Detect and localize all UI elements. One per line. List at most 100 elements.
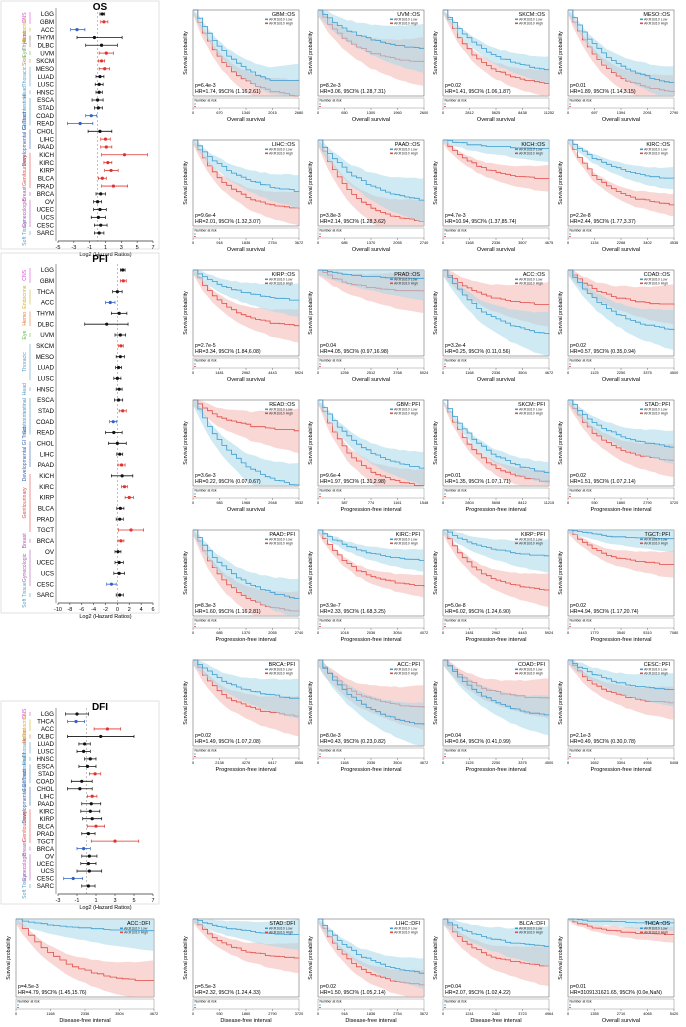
legend-swatch-low — [265, 408, 268, 411]
legend-high: AKR1B10 High — [644, 412, 668, 416]
row-label: STAD — [38, 408, 55, 415]
row-label: HNSC — [36, 89, 54, 96]
km-x-tick-label: 1168 — [465, 371, 473, 375]
x-tick-label: -10 — [54, 607, 62, 613]
row-label: BLCA — [38, 175, 55, 182]
legend-low: AKR1B10 Low — [519, 408, 543, 412]
risk-label: Number at risk — [445, 229, 467, 233]
km-x-tick-label: 0 — [442, 1012, 444, 1016]
x-tick-label: -2 — [103, 607, 108, 613]
legend-swatch-low — [640, 408, 643, 411]
km-x-tick-label: 2336 — [492, 241, 500, 245]
km-ci-band — [443, 140, 549, 192]
risk-label: Number at risk — [195, 1000, 217, 1004]
km-title: ACC::DFI — [127, 921, 150, 927]
km-pvalue: p=5.0e-8 — [445, 603, 466, 609]
km-title: PAAD::PFI — [269, 532, 295, 538]
hr-point — [78, 787, 82, 791]
hr-point — [85, 764, 90, 768]
km-x-tick-label: 1836 — [242, 241, 250, 245]
legend-low: AKR1B10 Low — [394, 18, 418, 22]
km-x-tick-label: 1168 — [46, 1012, 54, 1016]
km-title: LIHC::OS — [272, 142, 295, 148]
row-label: LUAD — [37, 74, 54, 81]
km-x-tick-label: 0 — [192, 501, 194, 505]
km-title: STAD::DFI — [269, 921, 295, 927]
km-x-tick-label: 11215 — [544, 501, 554, 505]
km-pvalue: p=0.02 — [570, 473, 586, 479]
group-label: Gynecologic — [22, 553, 28, 582]
km-hr: HR=0.64, 95CI% (0.41,0.99) — [445, 739, 511, 745]
km-ci-band — [568, 140, 674, 190]
km-x-tick-label: 2250 — [617, 371, 625, 375]
km-y-label: Survival probability — [183, 161, 189, 205]
km-pvalue: p=0.04 — [445, 733, 461, 739]
km-title: KIRP::PFI — [521, 532, 545, 538]
legend-swatch-high — [640, 412, 643, 415]
legend-high: AKR1B10 High — [519, 152, 543, 156]
km-y-label: Survival probability — [558, 421, 564, 465]
km-ci-band — [568, 10, 674, 96]
row-label: PRAD — [37, 516, 55, 523]
km-ci-band — [193, 140, 299, 226]
km-x-tick-label: 2482 — [492, 1012, 500, 1016]
km-low-curve — [568, 399, 675, 448]
km-x-tick-label: 1134 — [590, 241, 598, 245]
hr-point — [111, 420, 115, 424]
km-pvalue: p=0.02 — [570, 343, 586, 349]
km-hr: HR=1.41, 95CI% (1.06,1.87) — [445, 89, 511, 95]
legend-swatch-high — [640, 542, 643, 545]
km-hr: HR=3.34, 95CI% (1.84,6.08) — [195, 349, 261, 355]
hr-point — [115, 290, 119, 294]
km-hr: HR=1.97, 95CI% (1.31,2.98) — [320, 479, 386, 485]
legend-swatch-low — [515, 408, 518, 411]
km-x-label: Progression-free interval — [591, 507, 652, 513]
row-label: DLBC — [37, 42, 54, 49]
km-x-tick-label: 0 — [442, 761, 444, 765]
hr-point — [82, 847, 86, 851]
km-x-tick-label: 0 — [442, 111, 444, 115]
legend-high: AKR1B10 High — [394, 931, 418, 935]
km-x-tick-label: 3504 — [115, 1012, 123, 1016]
row-label: ACC — [41, 726, 55, 733]
hr-point — [86, 832, 90, 836]
km-y-label: Survival probability — [308, 421, 314, 465]
hr-point — [105, 727, 109, 731]
row-label: TGCT — [37, 527, 54, 534]
legend-swatch-high — [390, 282, 393, 285]
legend-swatch-high — [515, 152, 518, 155]
km-hr: HR=1.35, 95CI% (1.07,1.71) — [445, 479, 511, 485]
km-pvalue: p=9.6e-4 — [320, 473, 341, 479]
km-low-curve — [318, 399, 425, 469]
hr-point — [90, 817, 94, 821]
legend-swatch-high — [265, 931, 268, 934]
hr-point — [82, 749, 86, 753]
km-x-tick-label: 1241 — [465, 1012, 473, 1016]
hr-point — [103, 137, 108, 141]
km-x-label: Overall survival — [602, 1018, 640, 1024]
km-pvalue: p=0.02 — [320, 984, 336, 990]
group-label: Soft Tissue — [22, 220, 28, 246]
group-label: Thymus — [22, 32, 28, 51]
km-ci-band — [318, 660, 424, 746]
row-label: LGG — [41, 267, 54, 274]
km-low-curve — [443, 399, 550, 474]
legend-low: AKR1B10 Low — [519, 668, 543, 672]
legend-high: AKR1B10 High — [394, 22, 418, 26]
km-pvalue: p=5.5e-3 — [195, 984, 216, 990]
risk-label: Number at risk — [445, 489, 467, 493]
km-x-label: Progression-free interval — [216, 637, 277, 643]
hr-point — [109, 582, 114, 586]
km-y-label: Survival probability — [558, 551, 564, 595]
km-ci-band — [443, 660, 549, 736]
km-hr: HR=4.79, 95CI% (1.45,15.76) — [18, 990, 87, 996]
km-title: ACC::OS — [523, 272, 546, 278]
hr-point — [118, 333, 122, 337]
legend-low: AKR1B10 Low — [394, 148, 418, 152]
hr-point — [97, 231, 101, 235]
km-x-tick-label: 2015 — [268, 111, 276, 115]
